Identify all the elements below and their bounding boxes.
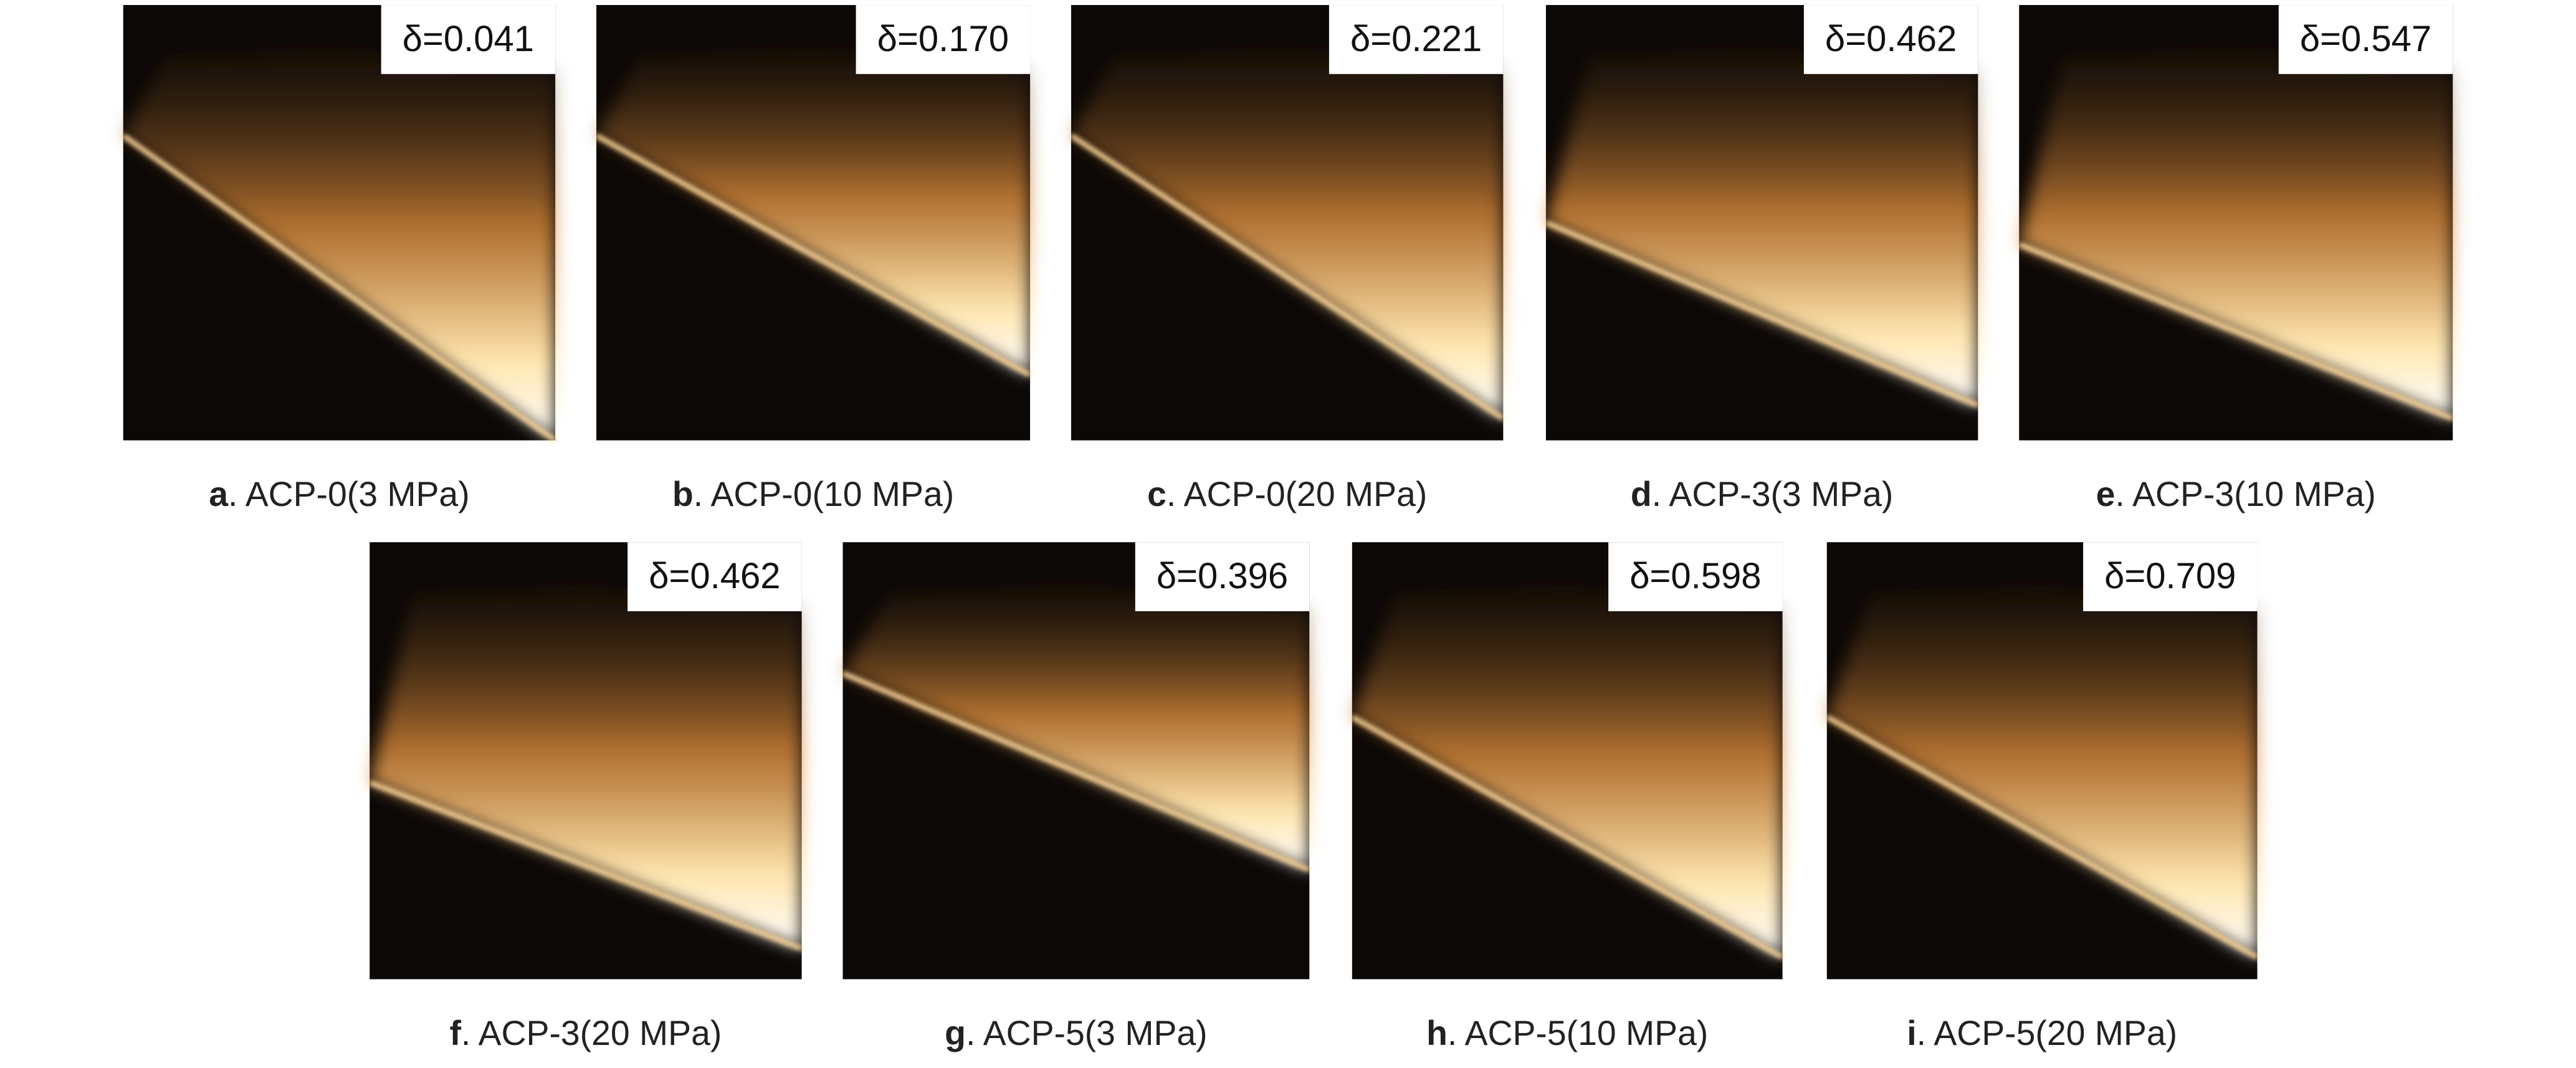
delta-box — [1803, 5, 1978, 74]
flame — [123, 48, 556, 441]
delta-label: δ=0.598 — [1629, 556, 1761, 596]
delta-label: δ=0.709 — [2104, 556, 2236, 596]
delta-label: δ=0.221 — [1350, 19, 1482, 59]
flame — [2019, 48, 2453, 419]
delta-box — [2278, 5, 2453, 74]
panel-letter: a — [209, 475, 229, 513]
delta-box — [381, 5, 556, 74]
delta-box — [1608, 542, 1783, 611]
caption-text: . ACP-3(3 MPa) — [1652, 475, 1894, 513]
flame-front — [1350, 715, 1784, 960]
flame — [842, 586, 1310, 870]
panel: δ=0.462 f. ACP-3(20 MPa) — [368, 542, 803, 1052]
panel: δ=0.041 a. ACP-0(3 MPa) — [122, 5, 557, 513]
caption: i. ACP-5(20 MPa) — [1907, 1014, 2177, 1052]
flame — [1545, 48, 1978, 406]
caption-text: . ACP-5(20 MPa) — [1917, 1014, 2177, 1052]
caption-text: . ACP-0(3 MPa) — [228, 475, 470, 513]
delta-label: δ=0.547 — [2300, 19, 2431, 59]
caption: a. ACP-0(3 MPa) — [209, 475, 469, 513]
flame — [596, 48, 1031, 375]
panel-letter: c — [1147, 475, 1166, 513]
panel: δ=0.598 h. ACP-5(10 MPa) — [1350, 542, 1784, 1052]
caption-text: . ACP-5(10 MPa) — [1448, 1014, 1708, 1052]
panel-letter: i — [1907, 1014, 1916, 1052]
delta-label: δ=0.396 — [1157, 556, 1288, 596]
flame-front — [122, 133, 557, 442]
flame-front — [2018, 242, 2454, 421]
flame — [1071, 48, 1504, 419]
caption-text: . ACP-0(10 MPa) — [694, 475, 954, 513]
delta-box — [627, 542, 802, 611]
caption: e. ACP-3(10 MPa) — [2096, 475, 2376, 513]
caption: g. ACP-5(3 MPa) — [945, 1014, 1207, 1052]
panel-letter: f — [449, 1014, 461, 1052]
panel: δ=0.709 i. ACP-5(20 MPa) — [1825, 542, 2259, 1052]
panel-letter: h — [1426, 1014, 1448, 1052]
flame — [1352, 586, 1783, 958]
flame-front — [368, 780, 803, 951]
panel: δ=0.170 b. ACP-0(10 MPa) — [595, 5, 1031, 513]
panel: δ=0.396 g. ACP-5(3 MPa) — [841, 542, 1310, 1052]
flame-front — [1825, 715, 2259, 960]
caption: c. ACP-0(20 MPa) — [1147, 475, 1427, 513]
panel-letter: b — [672, 475, 694, 513]
delta-box — [856, 5, 1031, 74]
flame-front — [841, 670, 1310, 872]
delta-box — [1329, 5, 1504, 74]
delta-box — [2083, 542, 2258, 611]
flame — [1826, 586, 2258, 958]
delta-box — [1135, 542, 1310, 611]
caption-text: . ACP-3(20 MPa) — [461, 1014, 722, 1052]
delta-label: δ=0.462 — [1825, 19, 1957, 59]
delta-label: δ=0.462 — [649, 556, 780, 596]
panel-letter: e — [2096, 475, 2116, 513]
caption-text: . ACP-3(10 MPa) — [2115, 475, 2375, 513]
delta-label: δ=0.170 — [877, 19, 1009, 59]
caption: b. ACP-0(10 MPa) — [672, 475, 954, 513]
flame-front — [595, 133, 1031, 378]
panel-letter: g — [945, 1014, 966, 1052]
panel: δ=0.547 e. ACP-3(10 MPa) — [2018, 5, 2454, 513]
panel: δ=0.221 c. ACP-0(20 MPa) — [1069, 5, 1505, 513]
flame — [370, 586, 802, 949]
caption-text: . ACP-0(20 MPa) — [1166, 475, 1427, 513]
caption: h. ACP-5(10 MPa) — [1426, 1014, 1708, 1052]
caption: f. ACP-3(20 MPa) — [449, 1014, 722, 1052]
flame-front — [1069, 133, 1505, 421]
panel-letter: d — [1631, 475, 1652, 513]
delta-label: δ=0.041 — [403, 19, 534, 59]
flame-front — [1545, 220, 1979, 408]
caption: d. ACP-3(3 MPa) — [1631, 475, 1893, 513]
caption-text: . ACP-5(3 MPa) — [966, 1014, 1208, 1052]
panel: δ=0.462 d. ACP-3(3 MPa) — [1545, 5, 1979, 513]
